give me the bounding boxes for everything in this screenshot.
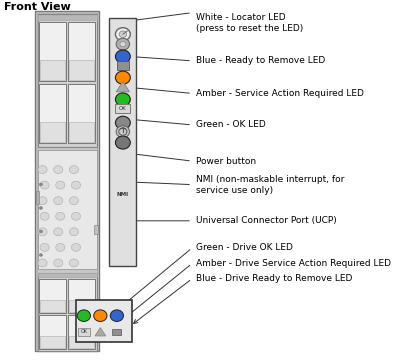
FancyBboxPatch shape (38, 14, 97, 147)
Circle shape (120, 42, 126, 47)
FancyBboxPatch shape (78, 328, 90, 336)
Polygon shape (95, 328, 106, 336)
Circle shape (40, 181, 49, 189)
FancyBboxPatch shape (38, 150, 97, 269)
Text: Blue - Ready to Remove LED: Blue - Ready to Remove LED (196, 56, 325, 65)
Circle shape (39, 206, 43, 209)
FancyBboxPatch shape (112, 329, 121, 335)
Circle shape (77, 310, 90, 321)
FancyBboxPatch shape (69, 336, 94, 348)
FancyBboxPatch shape (40, 300, 65, 312)
FancyBboxPatch shape (68, 22, 95, 81)
FancyBboxPatch shape (94, 225, 98, 234)
Circle shape (69, 259, 78, 267)
Text: Amber - Drive Service Action Required LED: Amber - Drive Service Action Required LE… (196, 259, 391, 268)
Circle shape (110, 310, 123, 321)
FancyBboxPatch shape (40, 60, 65, 80)
Circle shape (116, 126, 130, 138)
Circle shape (38, 228, 47, 236)
Circle shape (116, 71, 131, 84)
Circle shape (71, 212, 81, 220)
Text: OK: OK (119, 106, 127, 111)
Text: Green - Drive OK LED: Green - Drive OK LED (196, 244, 293, 252)
Circle shape (40, 243, 49, 251)
Circle shape (54, 165, 63, 173)
Circle shape (39, 230, 43, 233)
Text: Green - OK LED: Green - OK LED (196, 121, 266, 129)
Circle shape (69, 165, 78, 173)
FancyBboxPatch shape (39, 84, 66, 143)
Text: Amber - Service Action Required LED: Amber - Service Action Required LED (196, 89, 364, 98)
FancyBboxPatch shape (68, 84, 95, 143)
Circle shape (38, 165, 47, 173)
FancyBboxPatch shape (117, 62, 129, 70)
FancyBboxPatch shape (38, 273, 97, 277)
FancyBboxPatch shape (39, 22, 66, 81)
FancyBboxPatch shape (76, 300, 132, 342)
Circle shape (71, 243, 81, 251)
Polygon shape (116, 81, 130, 92)
FancyBboxPatch shape (40, 336, 65, 348)
Text: Front View: Front View (4, 2, 71, 12)
Circle shape (94, 310, 107, 321)
Text: Power button: Power button (196, 157, 256, 165)
Circle shape (116, 28, 131, 41)
FancyBboxPatch shape (39, 315, 66, 349)
Circle shape (54, 259, 63, 267)
FancyBboxPatch shape (38, 14, 97, 20)
FancyBboxPatch shape (39, 279, 66, 313)
Circle shape (38, 197, 47, 205)
Circle shape (69, 228, 78, 236)
Circle shape (116, 116, 131, 129)
Circle shape (69, 197, 78, 205)
FancyBboxPatch shape (68, 315, 95, 349)
Circle shape (56, 181, 65, 189)
Circle shape (116, 93, 131, 106)
Text: Universal Connector Port (UCP): Universal Connector Port (UCP) (196, 216, 337, 225)
FancyBboxPatch shape (36, 191, 39, 204)
Text: Blue - Drive Ready to Remove LED: Blue - Drive Ready to Remove LED (196, 274, 353, 283)
FancyBboxPatch shape (69, 122, 94, 142)
Circle shape (39, 183, 43, 186)
Text: OK: OK (81, 329, 87, 334)
Circle shape (56, 243, 65, 251)
Circle shape (56, 212, 65, 220)
FancyBboxPatch shape (69, 300, 94, 312)
Circle shape (39, 253, 43, 256)
Text: White - Locator LED
(press to reset the LED): White - Locator LED (press to reset the … (196, 13, 304, 33)
Circle shape (54, 197, 63, 205)
FancyBboxPatch shape (35, 11, 99, 351)
FancyBboxPatch shape (109, 18, 136, 266)
FancyBboxPatch shape (68, 279, 95, 313)
Circle shape (119, 31, 126, 38)
Circle shape (38, 259, 47, 267)
Circle shape (40, 212, 49, 220)
Circle shape (116, 50, 131, 63)
Circle shape (116, 136, 131, 149)
Text: NMI: NMI (117, 191, 129, 197)
Circle shape (54, 228, 63, 236)
FancyBboxPatch shape (69, 60, 94, 80)
Circle shape (116, 38, 130, 50)
FancyBboxPatch shape (40, 122, 65, 142)
Circle shape (71, 181, 81, 189)
FancyBboxPatch shape (38, 273, 97, 351)
Text: NMI (non-maskable interrupt, for
service use only): NMI (non-maskable interrupt, for service… (196, 174, 344, 195)
FancyBboxPatch shape (115, 104, 130, 113)
